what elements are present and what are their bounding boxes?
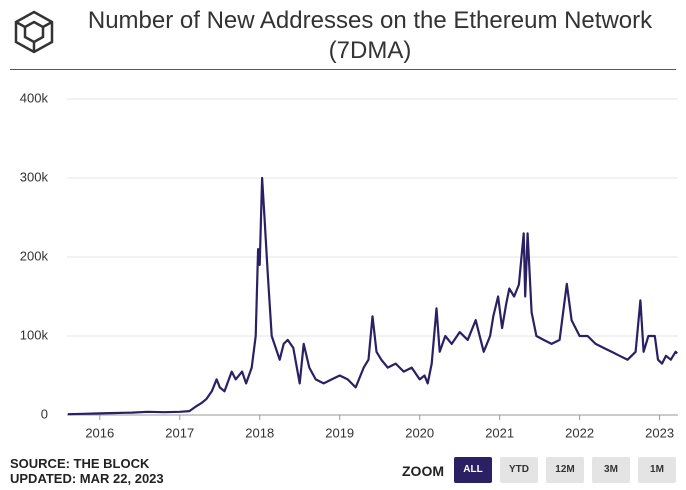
zoom-button[interactable]: ALL [454,457,492,483]
x-tick-label: 2023 [645,425,674,440]
x-tick-label: 2022 [565,425,594,440]
zoom-label: ZOOM [402,463,444,479]
chart-title: Number of New Addresses on the Ethereum … [87,7,653,64]
data-line [67,176,678,416]
y-tick-label: 200k [20,248,49,263]
y-tick-label: 300k [20,169,49,184]
x-tick-label: 2020 [405,425,434,440]
chart: 0 100k 200k 300k 400k 2016 2017 2018 2019 2020 202… [20,90,678,440]
logo [14,10,54,54]
y-tick-label: 0 [41,406,48,421]
x-tick-label: 2016 [85,425,114,440]
y-tick-label: 100k [20,327,49,342]
zoom-button[interactable]: YTD [500,457,538,483]
zoom-button[interactable]: 12M [546,457,584,483]
updated: UPDATED: MAR 22, 2023 [10,471,164,486]
x-tick-label: 2017 [165,425,194,440]
source: SOURCE: THE BLOCK [10,456,150,471]
zoom-button[interactable]: 1M [638,457,676,483]
y-tick-label: 400k [20,90,49,105]
x-tick-label: 2018 [245,425,274,440]
x-tick-label: 2019 [325,425,354,440]
zoom-button[interactable]: 3M [592,457,630,483]
x-tick-label: 2021 [485,425,514,440]
header-rule [10,69,676,70]
